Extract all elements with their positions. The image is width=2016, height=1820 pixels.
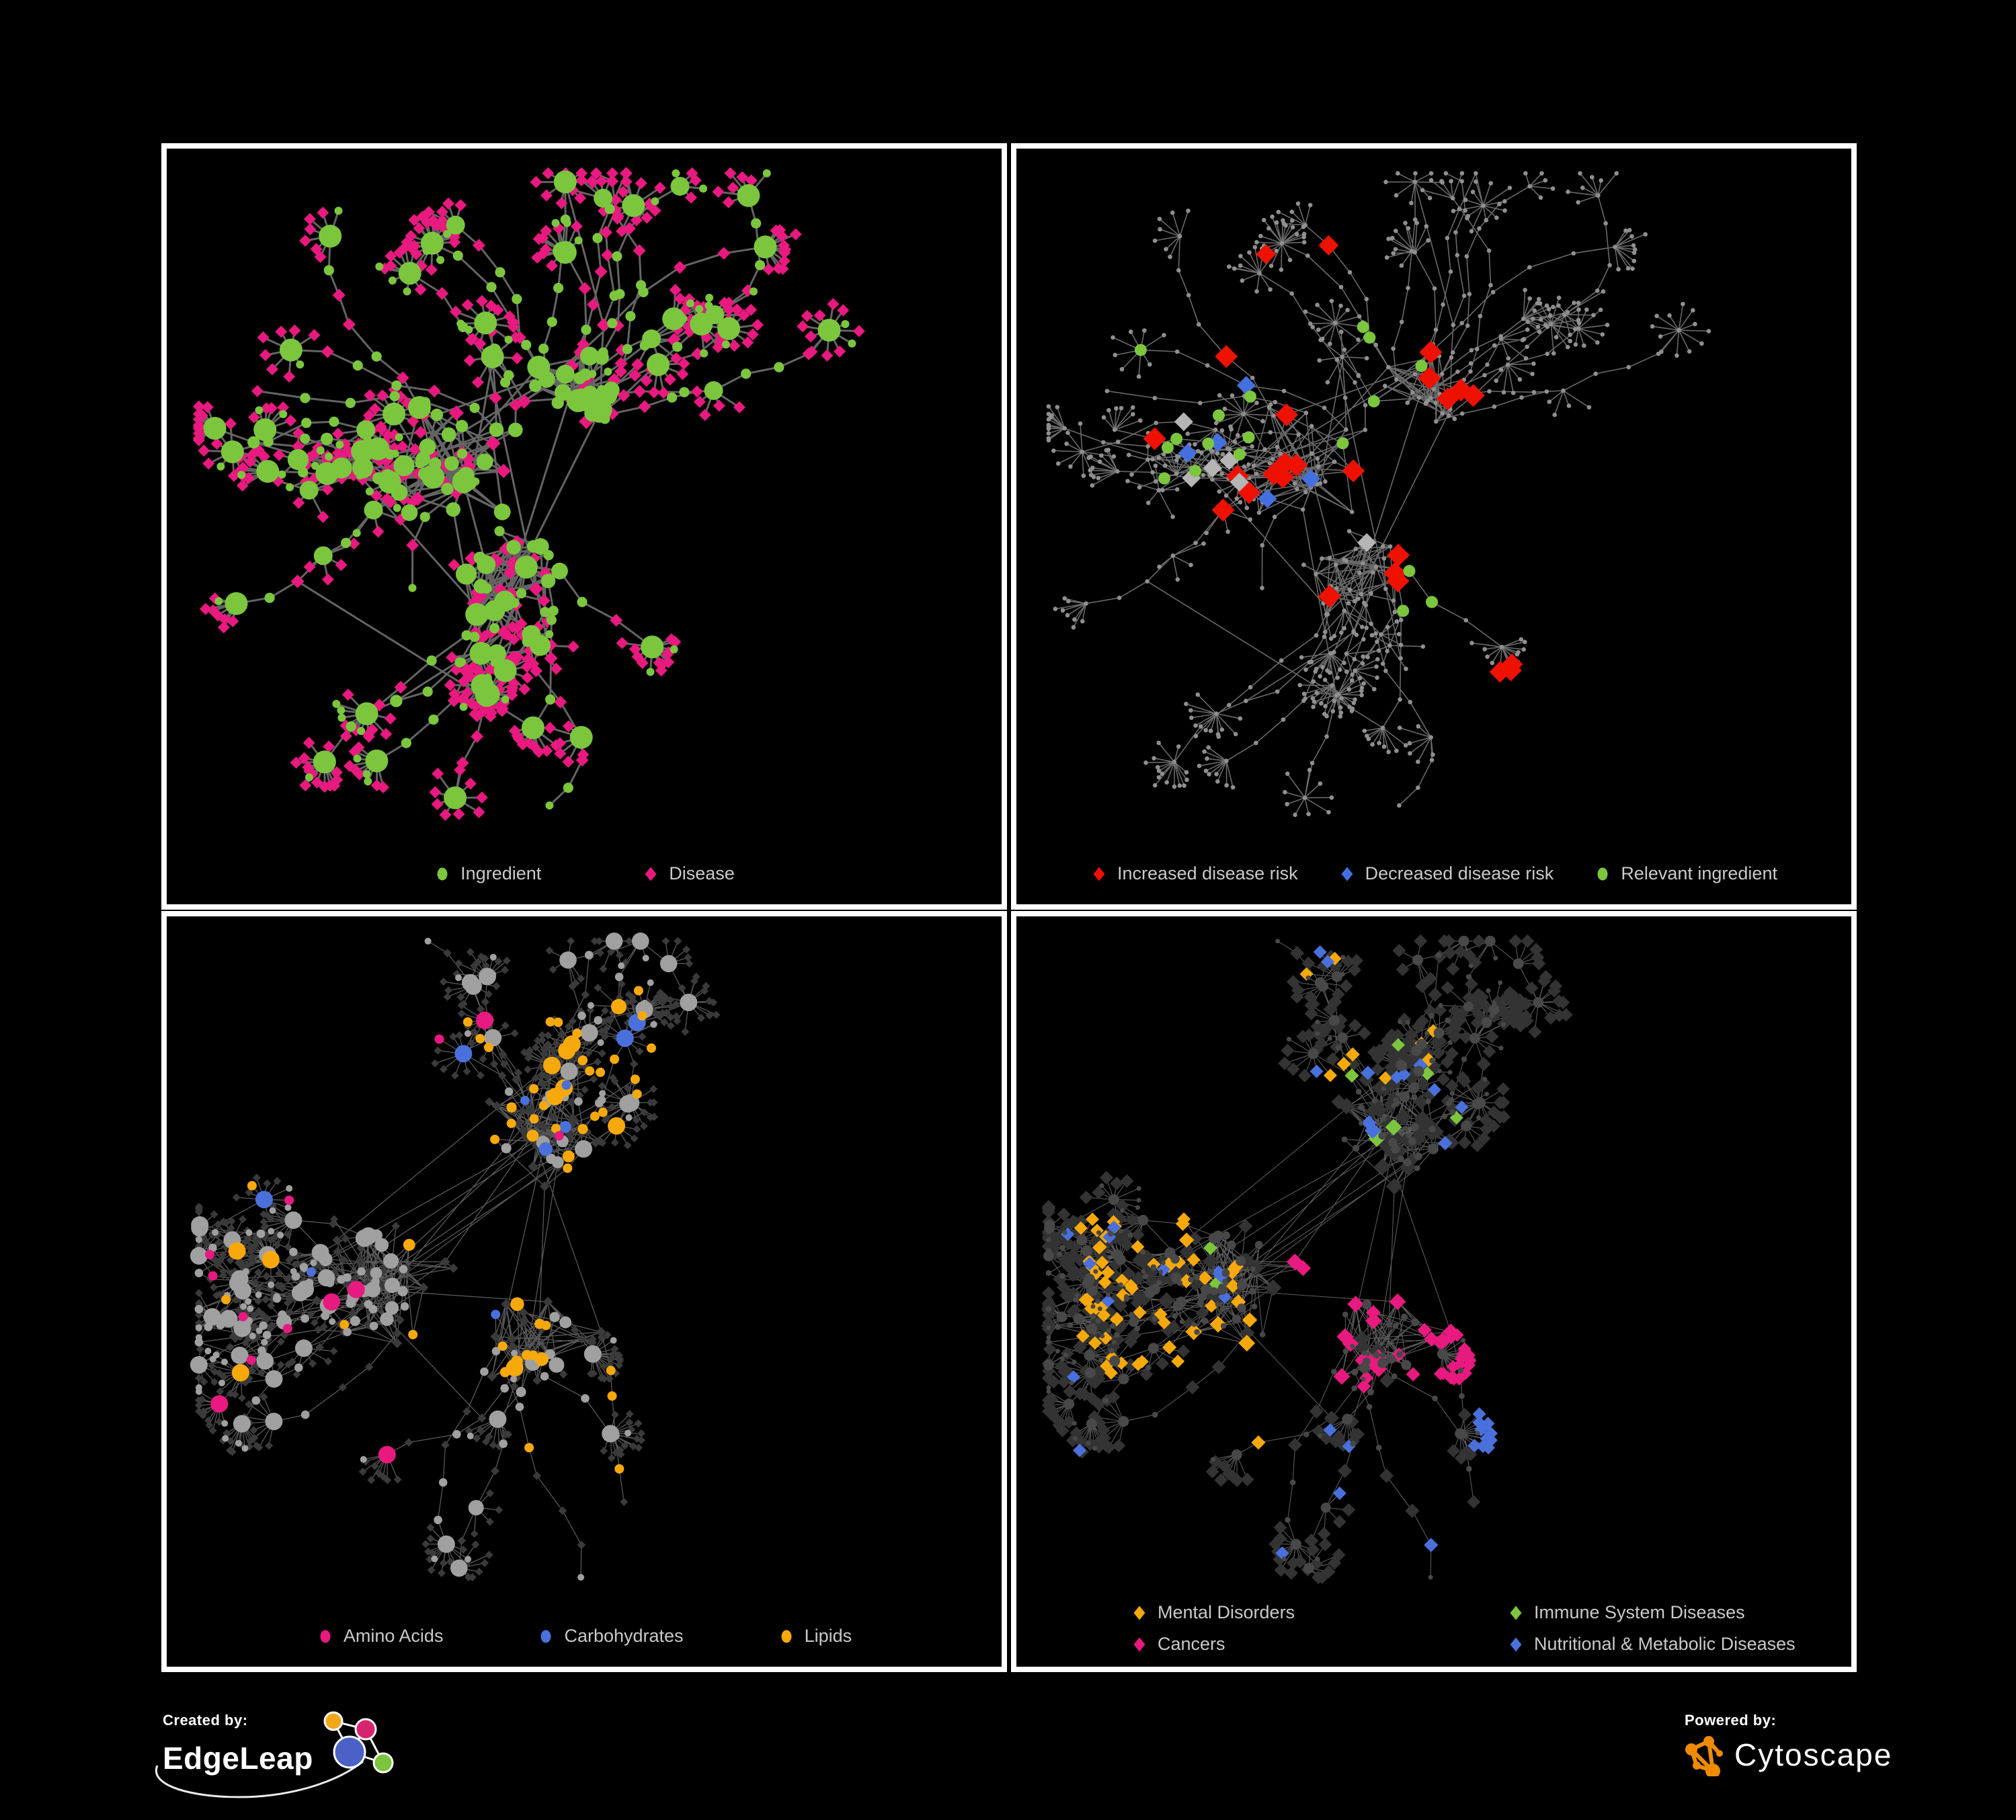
- panel-ingredient-class-network: Amino Acids Carbohydrates Lipids: [161, 911, 1007, 1672]
- cytoscape-wordmark: Cytoscape: [1734, 1737, 1893, 1772]
- created-by-block: Created by: EdgeLeap: [155, 1711, 399, 1798]
- created-by-label: Created by:: [163, 1712, 248, 1729]
- panel-disease-category-network: Mental Disorders Immune System Diseases Ca…: [1011, 911, 1857, 1672]
- network-graph-disease-category: [1041, 934, 1573, 1584]
- network-graph-disease-risk: [1046, 171, 1711, 818]
- edgeleap-wordmark: EdgeLeap: [163, 1741, 313, 1776]
- network-graph-ingredient-class: [190, 933, 721, 1581]
- edgeleap-swoosh-icon: [155, 1760, 364, 1798]
- edgeleap-logo-icon: [323, 1711, 394, 1774]
- powered-by-label: Powered by:: [1685, 1712, 1777, 1729]
- panel-ingredient-disease-network: Ingredient Disease: [161, 143, 1007, 910]
- cytoscape-logo-icon: [1685, 1736, 1723, 1776]
- network-graph-ingredient-disease: [192, 167, 865, 821]
- panel-disease-risk-network: Increased disease risk Decreased disease …: [1011, 143, 1857, 910]
- powered-by-block: Powered by: Cytoscape: [1682, 1712, 1892, 1776]
